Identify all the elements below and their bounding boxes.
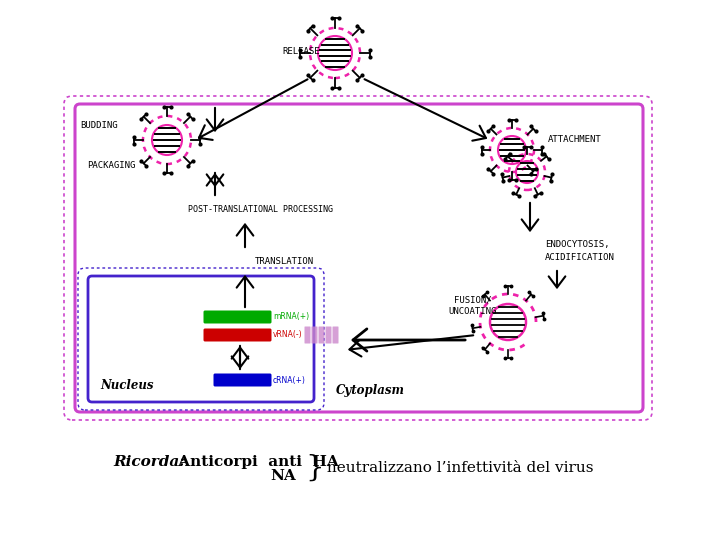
Text: }: } bbox=[305, 454, 323, 482]
Text: vRNA(-): vRNA(-) bbox=[273, 330, 302, 340]
Text: BUDDING: BUDDING bbox=[80, 120, 117, 130]
Text: mRNA(+): mRNA(+) bbox=[273, 313, 309, 321]
Text: NA: NA bbox=[270, 469, 296, 483]
Text: Anticorpi  anti  HA: Anticorpi anti HA bbox=[173, 455, 338, 469]
Text: Cytoplasm: Cytoplasm bbox=[336, 384, 405, 397]
Text: POST-TRANSLATIONAL PROCESSING: POST-TRANSLATIONAL PROCESSING bbox=[188, 206, 333, 214]
Text: cRNA(+): cRNA(+) bbox=[273, 375, 306, 384]
FancyBboxPatch shape bbox=[204, 310, 271, 323]
Text: UNCOATING: UNCOATING bbox=[448, 307, 496, 316]
Text: neutralizzano l’infettività del virus: neutralizzano l’infettività del virus bbox=[322, 461, 593, 475]
FancyBboxPatch shape bbox=[333, 327, 338, 343]
FancyBboxPatch shape bbox=[318, 327, 325, 343]
Text: Ricorda:: Ricorda: bbox=[113, 455, 185, 469]
Text: TRANSLATION: TRANSLATION bbox=[255, 258, 314, 267]
Text: FUSION/: FUSION/ bbox=[454, 295, 492, 305]
Text: RELEASE: RELEASE bbox=[282, 48, 320, 57]
Text: ENDOCYTOSIS,: ENDOCYTOSIS, bbox=[545, 240, 610, 249]
FancyBboxPatch shape bbox=[312, 327, 318, 343]
Text: ACIDIFICATION: ACIDIFICATION bbox=[545, 253, 615, 262]
FancyBboxPatch shape bbox=[214, 374, 271, 387]
Text: Nucleus: Nucleus bbox=[100, 379, 153, 392]
FancyBboxPatch shape bbox=[204, 328, 271, 341]
FancyBboxPatch shape bbox=[305, 327, 310, 343]
Text: ATTACHMENT: ATTACHMENT bbox=[548, 136, 602, 145]
FancyBboxPatch shape bbox=[325, 327, 331, 343]
Text: PACKAGING: PACKAGING bbox=[87, 160, 135, 170]
